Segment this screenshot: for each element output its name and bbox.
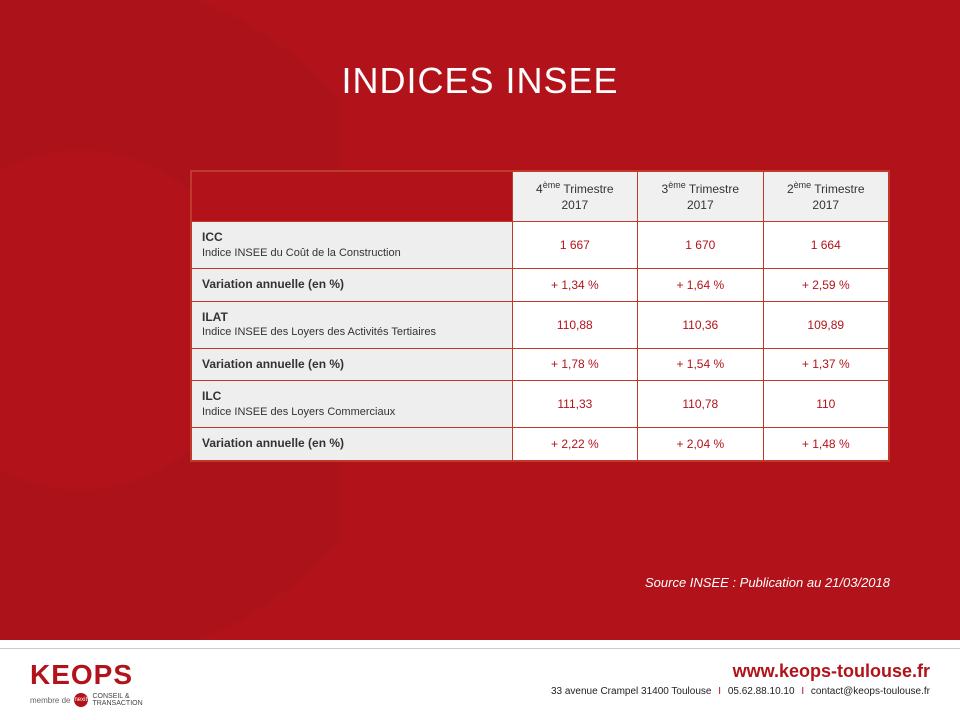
row-label-variation: Variation annuelle (en %) bbox=[192, 269, 513, 302]
row-label-variation: Variation annuelle (en %) bbox=[192, 428, 513, 461]
page-title: INDICES INSEE bbox=[0, 60, 960, 102]
cell-value: 1 664 bbox=[763, 222, 888, 269]
table-row: Variation annuelle (en %) + 1,78 % + 1,5… bbox=[192, 348, 889, 381]
brand-logo-text: KEOPS bbox=[30, 659, 143, 691]
cell-value: + 2,04 % bbox=[638, 428, 763, 461]
cell-value: + 1,78 % bbox=[512, 348, 637, 381]
cell-value: 1 670 bbox=[638, 222, 763, 269]
cell-value: 110,78 bbox=[638, 381, 763, 428]
contact-line: 33 avenue Crampel 31400 Toulouse I 05.62… bbox=[551, 686, 930, 697]
row-label-variation: Variation annuelle (en %) bbox=[192, 348, 513, 381]
table-row: ILC Indice INSEE des Loyers Commerciaux … bbox=[192, 381, 889, 428]
phone-text: 05.62.88.10.10 bbox=[728, 686, 795, 697]
cell-value: 110,88 bbox=[512, 301, 637, 348]
table-body: ICC Indice INSEE du Coût de la Construct… bbox=[192, 222, 889, 460]
website-url: www.keops-toulouse.fr bbox=[551, 661, 930, 682]
main-panel: INDICES INSEE 4ème Trimestre 2017 3ème T… bbox=[0, 0, 960, 640]
footer-contact-block: www.keops-toulouse.fr 33 avenue Crampel … bbox=[551, 661, 930, 697]
footer: KEOPS membre de nexity CONSEIL &TRANSACT… bbox=[0, 648, 960, 720]
header-blank bbox=[192, 172, 513, 222]
cell-value: 1 667 bbox=[512, 222, 637, 269]
cell-value: 109,89 bbox=[763, 301, 888, 348]
indices-table: 4ème Trimestre 2017 3ème Trimestre 2017 … bbox=[190, 170, 890, 462]
brand-tagline: membre de nexity CONSEIL &TRANSACTION bbox=[30, 693, 143, 707]
table-header-row: 4ème Trimestre 2017 3ème Trimestre 2017 … bbox=[192, 172, 889, 222]
nexity-badge-icon: nexity bbox=[74, 693, 88, 707]
footer-brand-block: KEOPS membre de nexity CONSEIL &TRANSACT… bbox=[30, 659, 143, 707]
address-text: 33 avenue Crampel 31400 Toulouse bbox=[551, 686, 712, 697]
table-row: Variation annuelle (en %) + 1,34 % + 1,6… bbox=[192, 269, 889, 302]
source-text: Source INSEE : Publication au 21/03/2018 bbox=[645, 575, 890, 590]
col-header-q4: 4ème Trimestre 2017 bbox=[512, 172, 637, 222]
table-row: ILAT Indice INSEE des Loyers des Activit… bbox=[192, 301, 889, 348]
tagline-conseil: CONSEIL &TRANSACTION bbox=[92, 693, 142, 707]
row-label-icc: ICC Indice INSEE du Coût de la Construct… bbox=[192, 222, 513, 269]
cell-value: 111,33 bbox=[512, 381, 637, 428]
cell-value: + 2,22 % bbox=[512, 428, 637, 461]
separator-icon: I bbox=[718, 686, 721, 697]
tagline-prefix: membre de bbox=[30, 696, 70, 705]
cell-value: + 2,59 % bbox=[763, 269, 888, 302]
table-row: ICC Indice INSEE du Coût de la Construct… bbox=[192, 222, 889, 269]
table-row: Variation annuelle (en %) + 2,22 % + 2,0… bbox=[192, 428, 889, 461]
email-text: contact@keops-toulouse.fr bbox=[811, 686, 930, 697]
cell-value: 110 bbox=[763, 381, 888, 428]
cell-value: + 1,54 % bbox=[638, 348, 763, 381]
row-label-ilc: ILC Indice INSEE des Loyers Commerciaux bbox=[192, 381, 513, 428]
col-header-q2: 2ème Trimestre 2017 bbox=[763, 172, 888, 222]
col-header-q3: 3ème Trimestre 2017 bbox=[638, 172, 763, 222]
cell-value: + 1,37 % bbox=[763, 348, 888, 381]
row-label-ilat: ILAT Indice INSEE des Loyers des Activit… bbox=[192, 301, 513, 348]
separator-icon: I bbox=[801, 686, 804, 697]
cell-value: 110,36 bbox=[638, 301, 763, 348]
cell-value: + 1,64 % bbox=[638, 269, 763, 302]
cell-value: + 1,48 % bbox=[763, 428, 888, 461]
cell-value: + 1,34 % bbox=[512, 269, 637, 302]
